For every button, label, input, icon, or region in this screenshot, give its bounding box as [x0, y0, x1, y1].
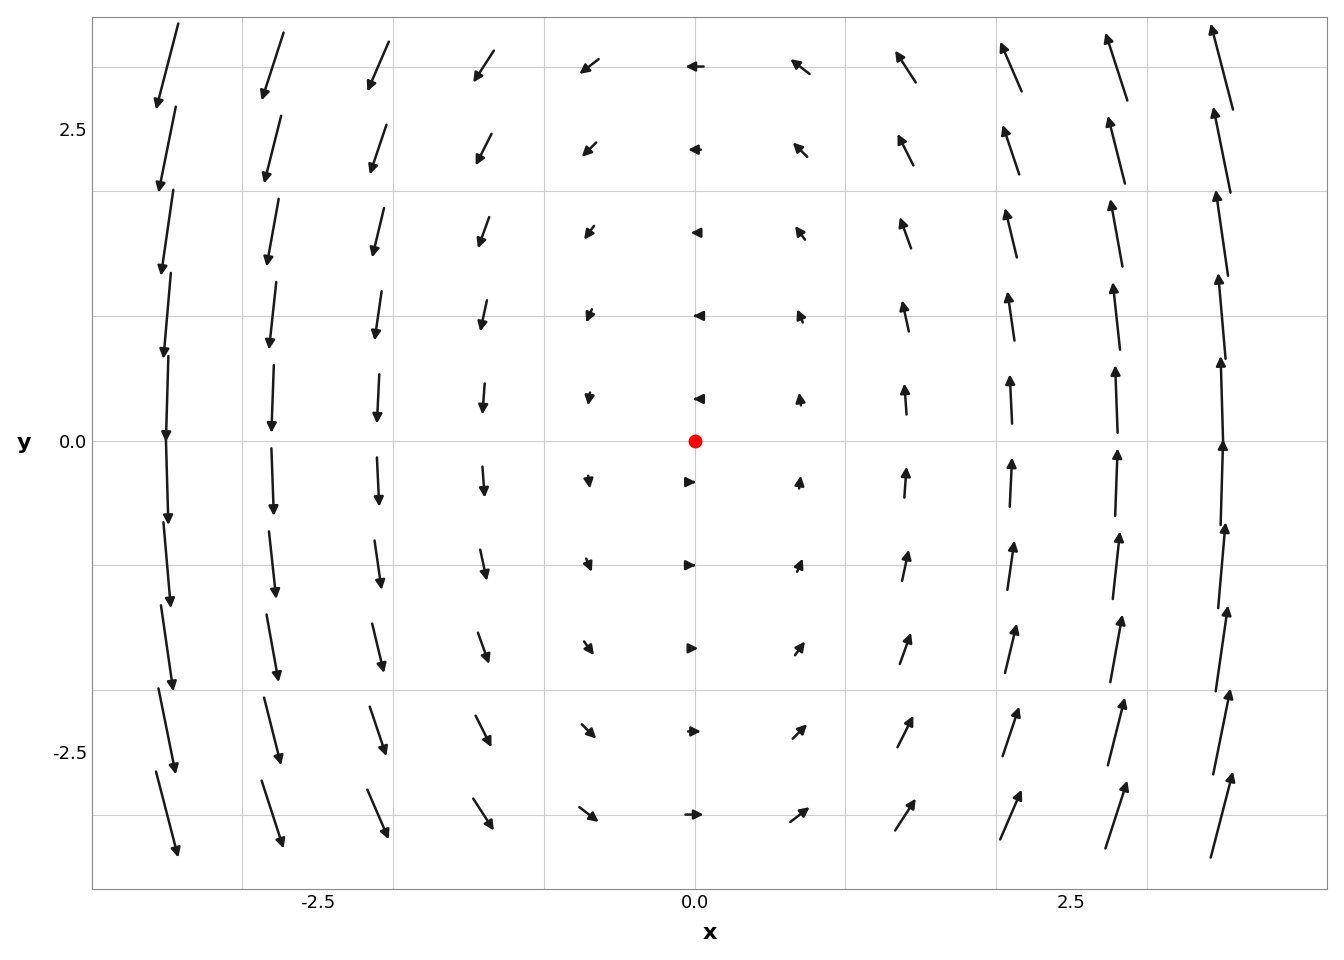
- Y-axis label: y: y: [16, 433, 31, 453]
- Point: [684, 433, 706, 448]
- X-axis label: x: x: [703, 924, 716, 944]
